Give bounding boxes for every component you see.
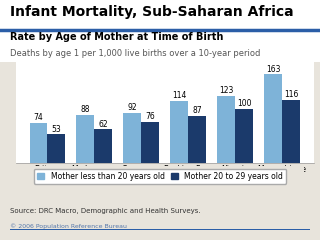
Bar bbox=[141, 122, 159, 163]
Text: Rate by Age of Mother at Time of Birth: Rate by Age of Mother at Time of Birth bbox=[10, 32, 223, 42]
Text: 74: 74 bbox=[34, 113, 43, 122]
Text: Infant Mortality, Sub-Saharan Africa: Infant Mortality, Sub-Saharan Africa bbox=[10, 5, 293, 19]
Bar bbox=[217, 96, 235, 163]
Legend: Mother less than 20 years old, Mother 20 to 29 years old: Mother less than 20 years old, Mother 20… bbox=[34, 169, 286, 184]
Text: 88: 88 bbox=[81, 105, 90, 114]
Text: 92: 92 bbox=[128, 103, 137, 112]
Text: 114: 114 bbox=[172, 91, 187, 100]
Bar bbox=[171, 101, 188, 163]
Bar bbox=[76, 115, 94, 163]
Bar bbox=[47, 134, 65, 163]
Text: Source: DRC Macro, Demographic and Health Surveys.: Source: DRC Macro, Demographic and Healt… bbox=[10, 208, 200, 214]
Bar bbox=[235, 109, 253, 163]
Text: 163: 163 bbox=[266, 65, 281, 74]
Bar bbox=[282, 100, 300, 163]
Bar bbox=[188, 116, 206, 163]
Text: Deaths by age 1 per 1,000 live births over a 10-year period: Deaths by age 1 per 1,000 live births ov… bbox=[10, 49, 260, 58]
Bar bbox=[29, 123, 47, 163]
Bar bbox=[264, 74, 282, 163]
Text: 123: 123 bbox=[219, 86, 234, 95]
Text: 76: 76 bbox=[145, 112, 155, 121]
Text: 62: 62 bbox=[99, 120, 108, 129]
Text: 116: 116 bbox=[284, 90, 298, 99]
Text: 87: 87 bbox=[192, 106, 202, 115]
Text: 100: 100 bbox=[237, 99, 252, 108]
Text: 53: 53 bbox=[52, 125, 61, 133]
Bar bbox=[94, 129, 112, 163]
Text: © 2006 Population Reference Bureau: © 2006 Population Reference Bureau bbox=[10, 223, 127, 229]
Bar bbox=[124, 113, 141, 163]
